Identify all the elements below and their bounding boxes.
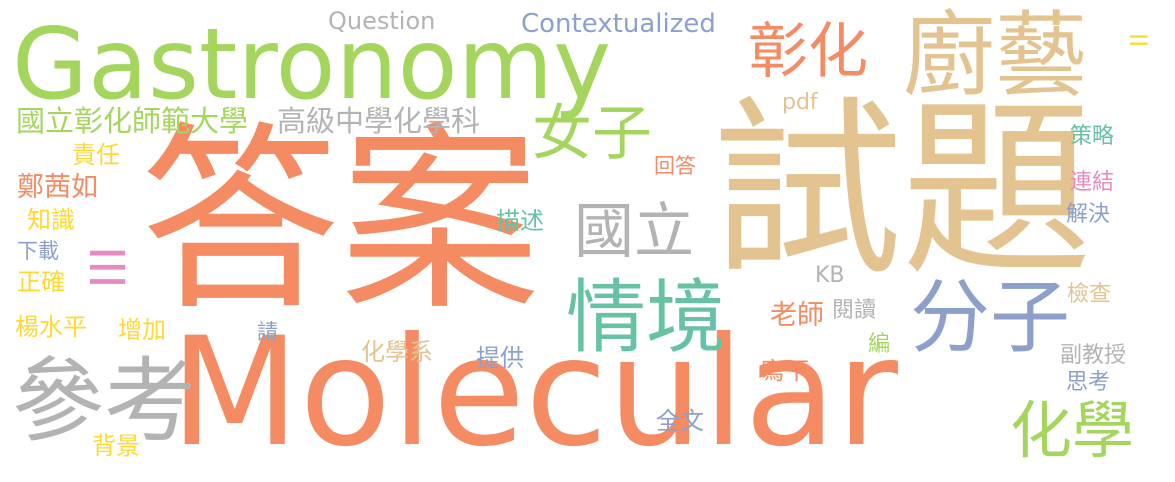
word-read: 閱讀	[832, 298, 877, 323]
word-ncue: 國立彰化師範大學	[16, 104, 249, 138]
word-person-name-1: 鄭茜如	[17, 172, 98, 203]
word-question: Question	[328, 7, 436, 35]
word-pdf: pdf	[782, 90, 818, 115]
word-senior-high-chem: 高級中學化學科	[277, 104, 481, 138]
word-knowledge: 知識	[27, 206, 75, 234]
word-reference: 參考	[12, 348, 197, 455]
word-female: 女子	[532, 99, 652, 169]
word-write-down: 寫下	[761, 357, 809, 385]
word-national: 國立	[574, 197, 694, 267]
word-teacher: 老師	[770, 300, 824, 331]
word-download: 下載	[17, 239, 59, 263]
word-culinary: 廚藝	[903, 2, 1088, 109]
word-edit: 編	[868, 332, 891, 357]
word-molecule: 分子	[910, 271, 1070, 364]
word-strategy: 策略	[1070, 124, 1115, 149]
word-iii: III	[78, 246, 134, 289]
word-situation: 情境	[566, 271, 726, 364]
word-gastronomy: Gastronomy	[12, 8, 612, 122]
word-chem-dept: 化學系	[361, 338, 433, 366]
word-kb: KB	[815, 263, 845, 288]
word-check: 檢查	[1067, 282, 1112, 307]
word-increase: 增加	[118, 316, 166, 344]
word-exam-question: 試題	[712, 80, 1093, 301]
word-ii: II	[1124, 33, 1152, 48]
word-person-name-2: 楊水平	[15, 313, 87, 341]
word-changhua: 彰化	[748, 17, 868, 87]
word-provide: 提供	[476, 344, 524, 372]
word-describe: 描述	[496, 207, 544, 235]
word-please: 請	[257, 320, 278, 344]
word-reply: 回答	[654, 154, 696, 178]
word-molecular: Molecular	[170, 306, 898, 480]
word-connect: 連結	[1070, 170, 1115, 195]
word-correct: 正確	[17, 268, 65, 296]
word-background: 背景	[92, 432, 140, 460]
word-solve: 解決	[1066, 202, 1111, 227]
word-think: 思考	[1066, 370, 1111, 395]
word-assoc-prof: 副教授	[1060, 343, 1127, 368]
word-chemistry: 化學	[1010, 394, 1135, 467]
word-answer: 答案	[140, 105, 541, 338]
word-contextualized: Contextualized	[521, 9, 716, 39]
word-responsibility: 責任	[72, 141, 120, 169]
word-full-text: 全文	[656, 407, 704, 435]
